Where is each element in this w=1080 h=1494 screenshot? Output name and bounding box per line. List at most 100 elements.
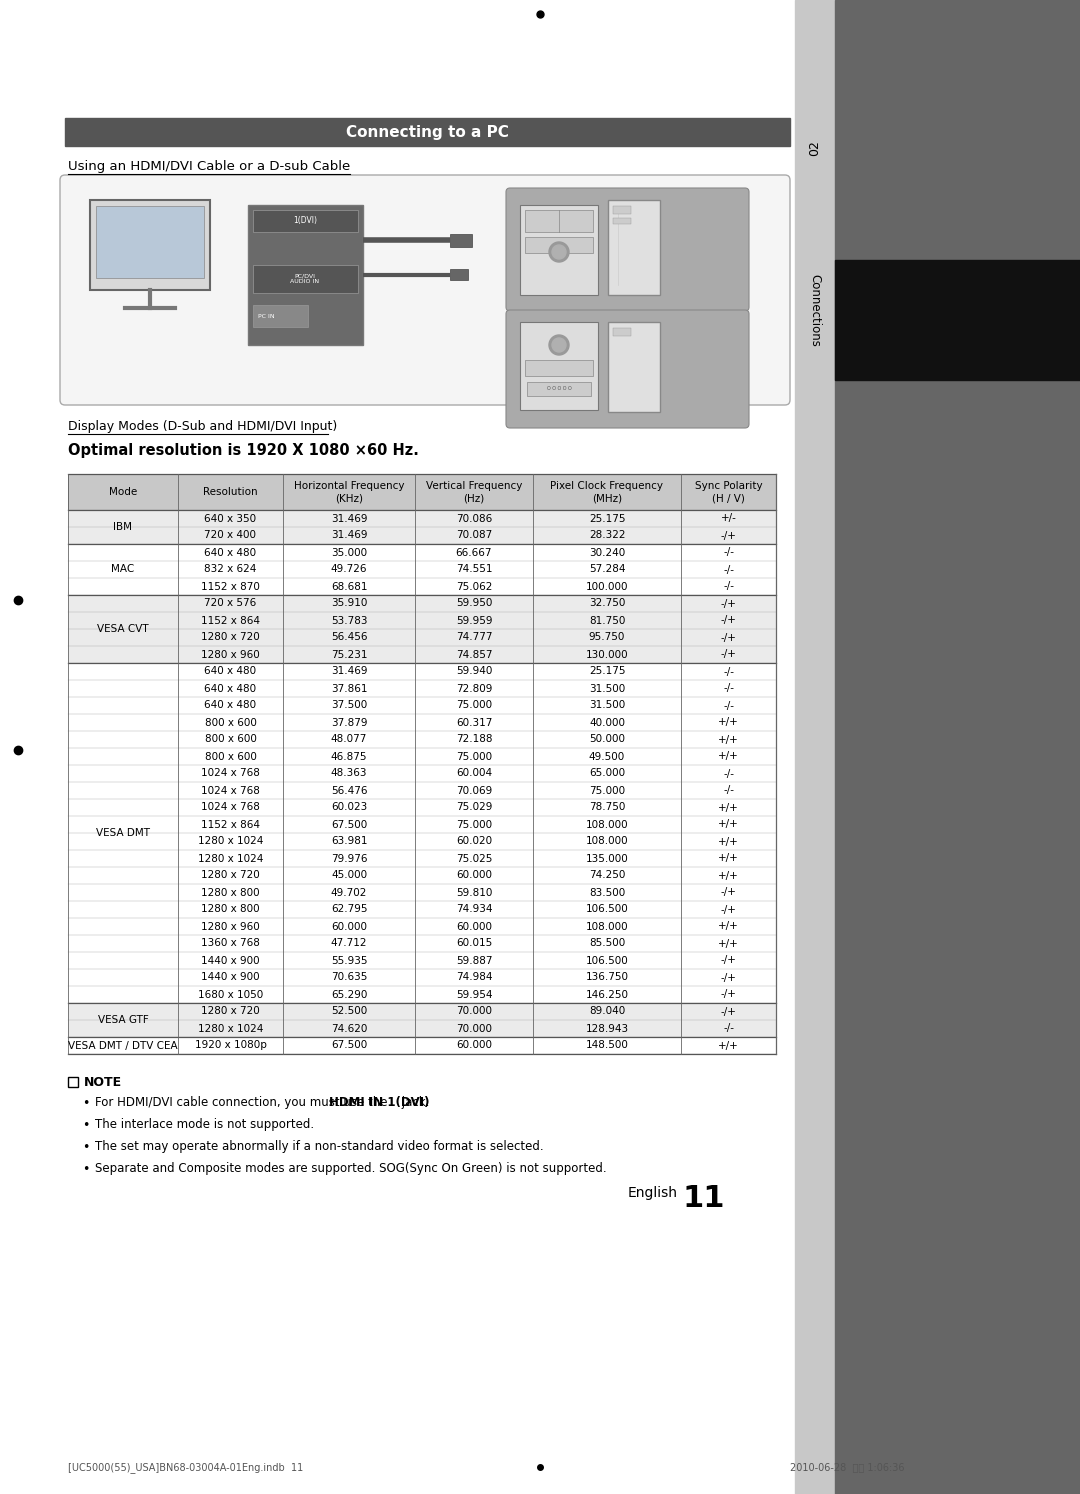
Text: •: • [82,1162,90,1176]
Text: +/+: +/+ [718,871,739,880]
Text: 47.712: 47.712 [330,938,367,949]
Text: 74.551: 74.551 [456,565,492,575]
Text: +/+: +/+ [718,751,739,762]
Text: 55.935: 55.935 [330,956,367,965]
Bar [68,698,777,714]
Bar [68,474,777,509]
Text: 108.000: 108.000 [585,820,629,829]
Text: 640 x 480: 640 x 480 [204,547,257,557]
Bar [68,1037,777,1053]
Text: 46.875: 46.875 [330,751,367,762]
Bar [68,595,777,613]
Text: 68.681: 68.681 [330,581,367,592]
Bar [253,264,357,293]
Text: 800 x 600: 800 x 600 [204,735,256,744]
Bar [68,850,777,867]
Bar [96,206,204,278]
Text: HDMI IN 1(DVI): HDMI IN 1(DVI) [329,1097,430,1109]
Text: 74.984: 74.984 [456,973,492,983]
Text: -/-: -/- [723,683,734,693]
Text: -/+: -/+ [720,632,737,642]
Text: 45.000: 45.000 [330,871,367,880]
Bar [68,917,777,935]
Text: 100.000: 100.000 [585,581,629,592]
Text: 49.726: 49.726 [330,565,367,575]
Bar [68,834,777,850]
Text: [UC5000(55)_USA]BN68-03004A-01Eng.indb  11: [UC5000(55)_USA]BN68-03004A-01Eng.indb 1… [68,1463,303,1473]
Text: -/+: -/+ [720,650,737,659]
Text: 640 x 480: 640 x 480 [204,701,257,711]
Text: Connecting to a PC: Connecting to a PC [346,124,509,139]
Text: -/-: -/- [723,547,734,557]
Text: 75.025: 75.025 [456,853,492,864]
Text: VESA DMT: VESA DMT [96,828,150,838]
Text: -/+: -/+ [720,1007,737,1016]
Text: 83.500: 83.500 [589,887,625,898]
Bar [68,663,777,680]
Text: The set may operate abnormally if a non-standard video format is selected.: The set may operate abnormally if a non-… [95,1140,543,1153]
Text: 70.635: 70.635 [330,973,367,983]
Text: 35.910: 35.910 [330,599,367,608]
Text: O O O O O: O O O O O [546,387,571,391]
Text: 31.500: 31.500 [589,701,625,711]
Text: 1280 x 960: 1280 x 960 [201,650,260,659]
Text: 72.188: 72.188 [456,735,492,744]
FancyBboxPatch shape [507,188,750,311]
Text: -/-: -/- [723,768,734,778]
Bar [253,305,308,327]
Text: 31.469: 31.469 [330,514,367,523]
Text: 75.000: 75.000 [456,701,492,711]
Text: 1280 x 1024: 1280 x 1024 [198,837,264,847]
Bar [525,211,593,232]
Text: 148.500: 148.500 [585,1040,629,1050]
Text: Separate and Composite modes are supported. SOG(Sync On Green) is not supported.: Separate and Composite modes are support… [95,1162,607,1174]
Text: 02: 02 [809,140,822,155]
Text: 70.069: 70.069 [456,786,492,795]
Text: 53.783: 53.783 [330,616,367,626]
Text: +/+: +/+ [718,735,739,744]
Text: Mode: Mode [109,487,137,498]
Text: NOTE: NOTE [84,1076,122,1089]
Text: PC/DVI
AUDIO IN: PC/DVI AUDIO IN [291,273,320,284]
Bar [68,935,777,952]
Text: 640 x 480: 640 x 480 [204,683,257,693]
Text: 136.750: 136.750 [585,973,629,983]
Bar [613,329,631,336]
Text: 1280 x 720: 1280 x 720 [201,632,260,642]
Bar [90,200,210,290]
Text: 78.750: 78.750 [589,802,625,813]
Bar [835,0,1080,1494]
Text: MAC: MAC [111,565,135,575]
Bar [795,0,835,1494]
Text: 37.500: 37.500 [330,701,367,711]
Text: jack.: jack. [397,1097,429,1109]
Text: Horizontal Frequency
(KHz): Horizontal Frequency (KHz) [294,481,404,503]
Text: -/-: -/- [723,1023,734,1034]
Text: 1152 x 870: 1152 x 870 [201,581,260,592]
Text: 60.317: 60.317 [456,717,492,728]
Bar [68,867,777,884]
Text: Optimal resolution is 1920 X 1080 ×60 Hz.: Optimal resolution is 1920 X 1080 ×60 Hz… [68,444,419,459]
Text: 1280 x 800: 1280 x 800 [201,887,260,898]
Text: +/+: +/+ [718,820,739,829]
Text: -/+: -/+ [720,989,737,999]
Text: 75.000: 75.000 [589,786,625,795]
Text: The interlace mode is not supported.: The interlace mode is not supported. [95,1118,314,1131]
Bar [68,629,777,645]
Text: 75.062: 75.062 [456,581,492,592]
Bar [68,1002,777,1020]
Bar [68,527,777,544]
Text: •: • [82,1141,90,1153]
Text: 1280 x 800: 1280 x 800 [201,904,260,914]
Bar [835,260,1080,379]
Text: 1280 x 1024: 1280 x 1024 [198,1023,264,1034]
Text: 74.250: 74.250 [589,871,625,880]
Text: -/-: -/- [723,786,734,795]
Bar [525,360,593,376]
Text: 63.981: 63.981 [330,837,367,847]
Text: 65.290: 65.290 [330,989,367,999]
Bar [68,544,777,562]
Text: 106.500: 106.500 [585,904,629,914]
Text: 720 x 576: 720 x 576 [204,599,257,608]
Text: 1(DVI): 1(DVI) [293,217,318,226]
